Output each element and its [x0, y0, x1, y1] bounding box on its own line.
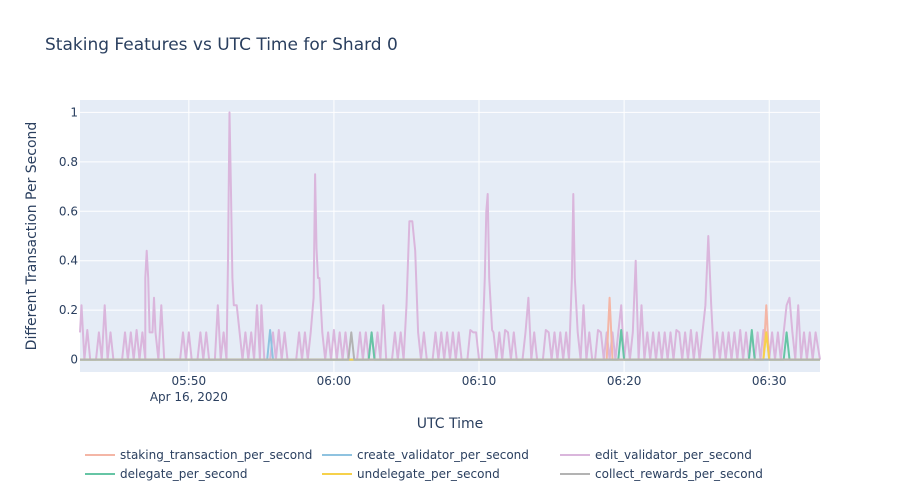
x-tick-label: 06:10 — [462, 374, 497, 388]
legend-label: staking_transaction_per_second — [120, 448, 312, 462]
legend-item-undelegate-per-second[interactable]: undelegate_per_second — [322, 467, 500, 481]
y-tick-label: 0.2 — [59, 303, 78, 317]
legend-label: create_validator_per_second — [357, 448, 529, 462]
series-lines — [79, 111, 821, 361]
x-axis-ticks: 05:50 Apr 16, 2020 06:00 06:10 06:20 06:30 — [150, 374, 787, 404]
legend-item-collect-rewards-per-second[interactable]: collect_rewards_per_second — [560, 467, 763, 481]
legend-item-delegate-per-second[interactable]: delegate_per_second — [85, 467, 248, 481]
x-tick-label: 06:00 — [317, 374, 352, 388]
y-tick-label: 0.8 — [59, 155, 78, 169]
legend-label: delegate_per_second — [120, 467, 248, 481]
legend-label: edit_validator_per_second — [595, 448, 752, 462]
legend-item-edit-validator-per-second[interactable]: edit_validator_per_second — [560, 448, 752, 462]
x-tick-date-label: Apr 16, 2020 — [150, 390, 228, 404]
series-line-collect-rewards-per-second — [80, 331, 820, 361]
legend-item-create-validator-per-second[interactable]: create_validator_per_second — [322, 448, 529, 462]
x-axis-title: UTC Time — [417, 416, 483, 432]
plot-area — [80, 100, 820, 372]
y-tick-label: 0.6 — [59, 204, 78, 218]
legend-item-staking-transaction-per-second[interactable]: staking_transaction_per_second — [85, 448, 312, 462]
legend-label: collect_rewards_per_second — [595, 467, 763, 481]
legend: staking_transaction_per_second create_val… — [85, 448, 763, 481]
x-tick-label: 06:30 — [752, 374, 787, 388]
x-tick-label: 05:50 — [172, 374, 207, 388]
y-tick-label: 1 — [70, 105, 78, 119]
chart-title: Staking Features vs UTC Time for Shard 0 — [45, 35, 398, 55]
y-tick-label: 0 — [70, 353, 78, 367]
x-tick-label: 06:20 — [607, 374, 642, 388]
y-tick-label: 0.4 — [59, 254, 78, 268]
y-axis-ticks: 0 0.2 0.4 0.6 0.8 1 — [59, 105, 78, 366]
y-axis-title: Different Transaction Per Second — [24, 122, 40, 351]
legend-label: undelegate_per_second — [357, 467, 500, 481]
